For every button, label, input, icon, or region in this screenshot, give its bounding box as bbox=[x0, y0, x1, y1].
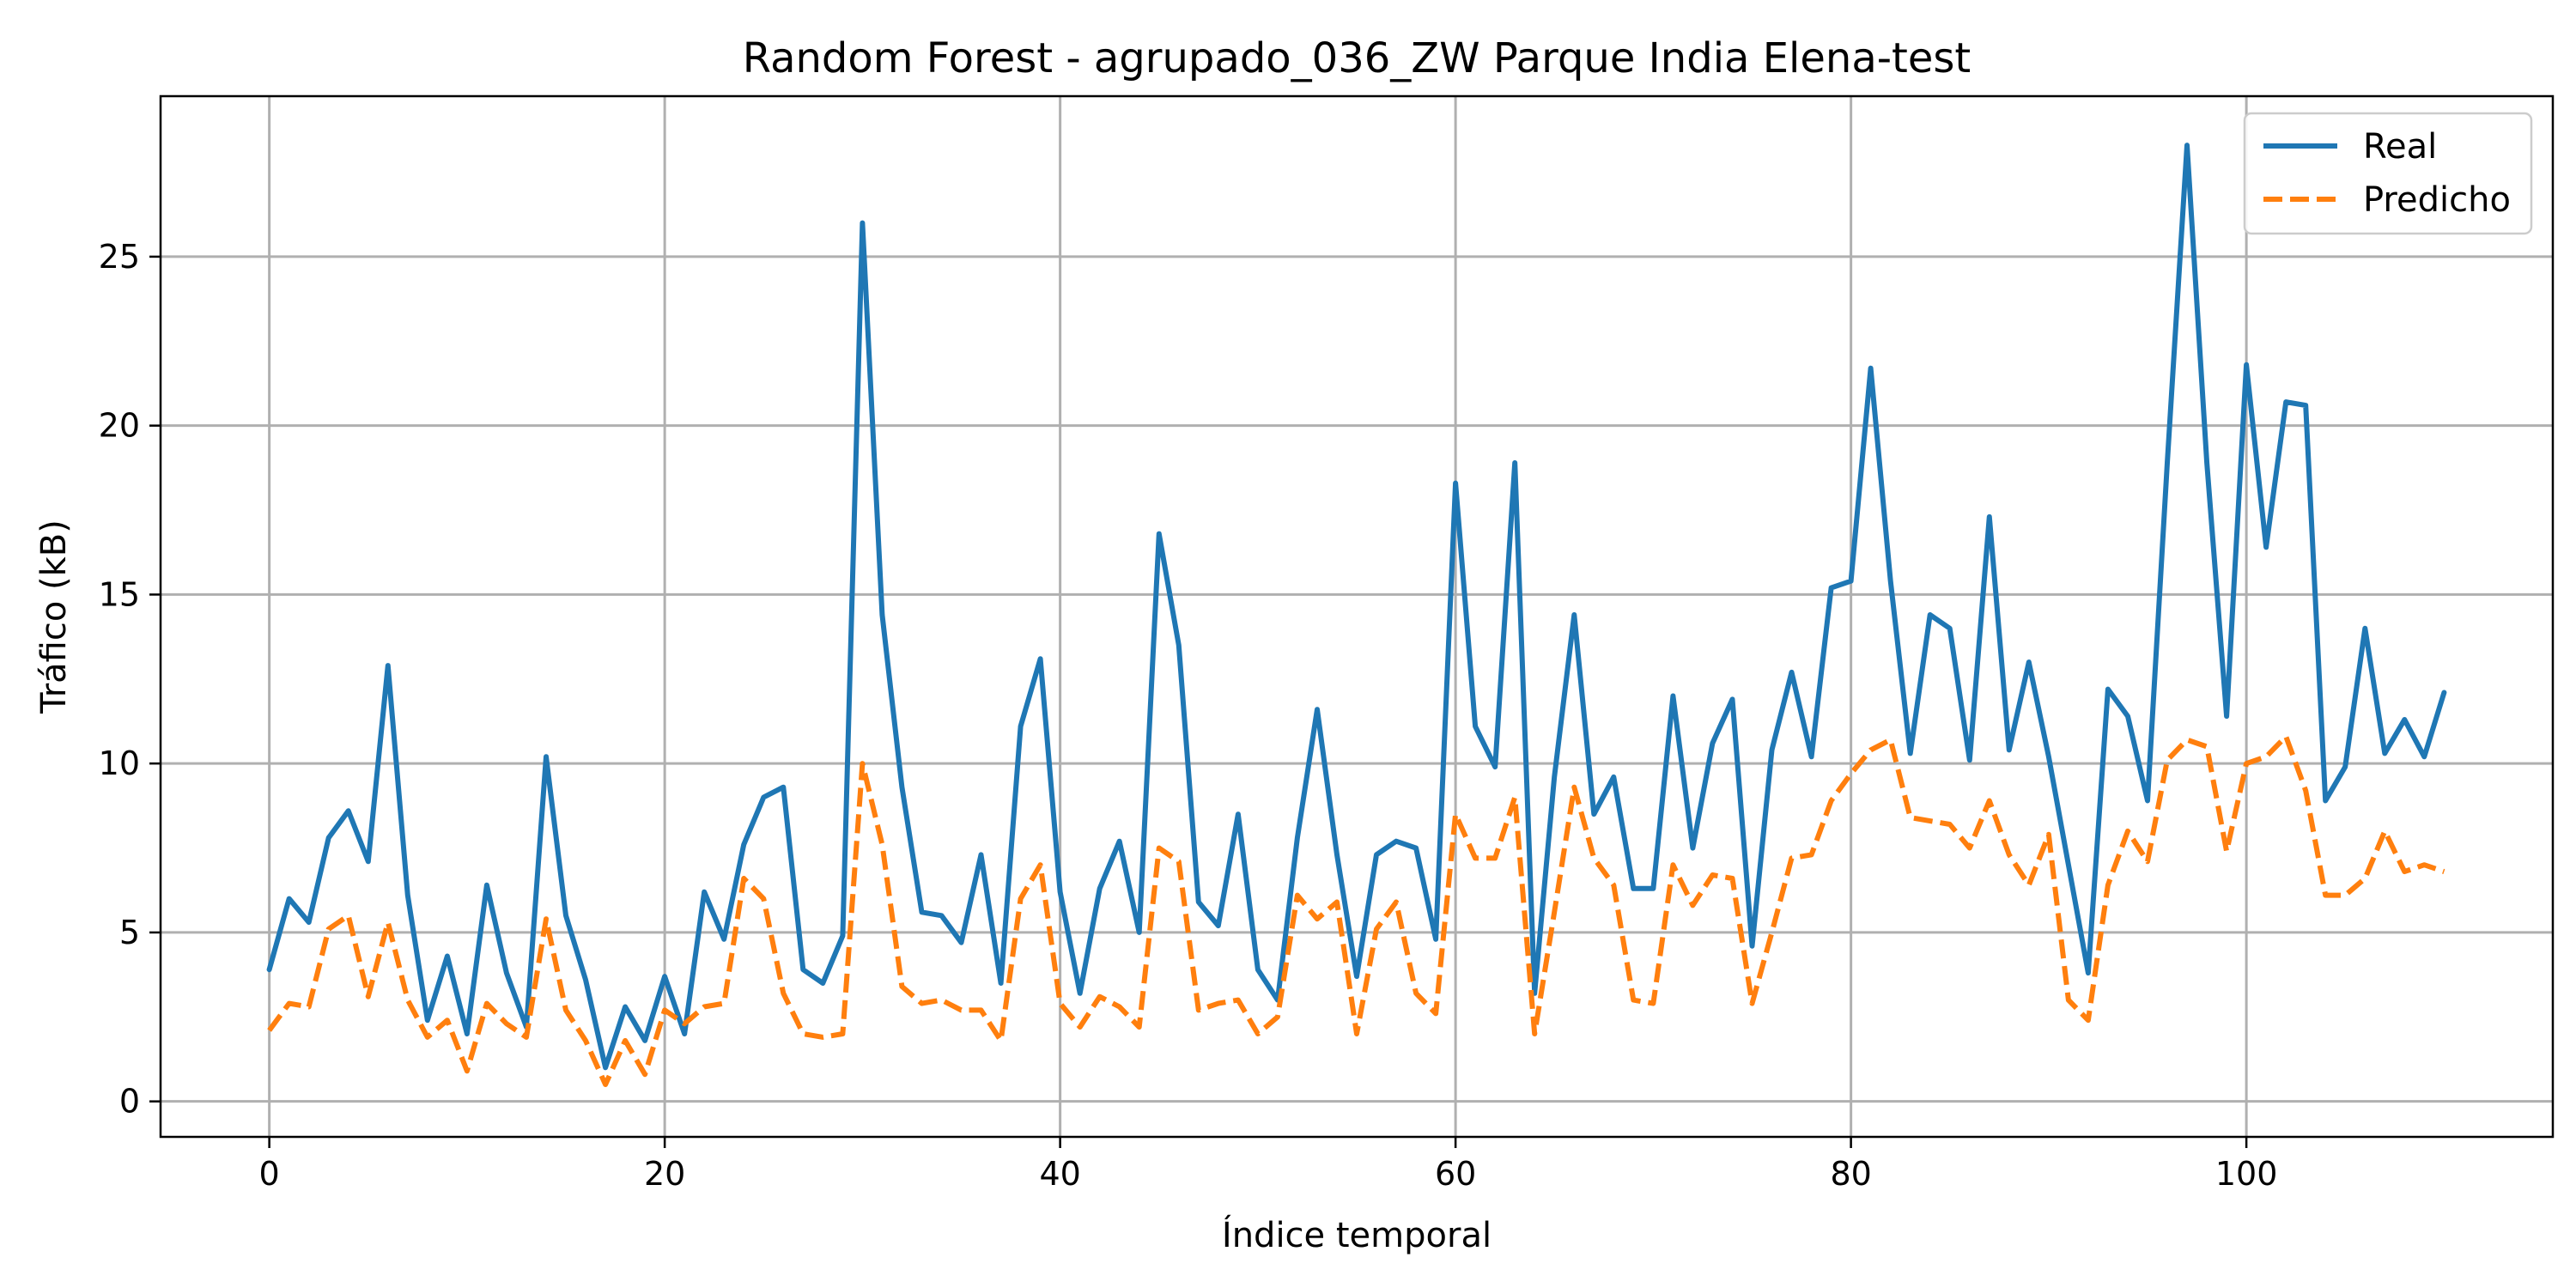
x-tick-label: 40 bbox=[1039, 1155, 1080, 1193]
chart-title: Random Forest - agrupado_036_ZW Parque I… bbox=[743, 34, 1971, 82]
x-axis-label: Índice temporal bbox=[1222, 1214, 1492, 1255]
y-axis-ticks: 0 5 10 15 20 25 bbox=[99, 238, 161, 1121]
x-tick-label: 20 bbox=[644, 1155, 685, 1193]
y-tick-label: 20 bbox=[99, 407, 140, 445]
y-tick-label: 10 bbox=[99, 744, 140, 782]
y-tick-label: 15 bbox=[99, 575, 140, 613]
y-tick-label: 5 bbox=[119, 914, 140, 951]
x-tick-label: 100 bbox=[2215, 1155, 2278, 1193]
x-tick-label: 60 bbox=[1435, 1155, 1476, 1193]
series-layer bbox=[266, 143, 2447, 1087]
grid bbox=[161, 96, 2553, 1137]
legend-label-predicho: Predicho bbox=[2363, 180, 2511, 220]
series-line-real bbox=[266, 143, 2447, 1071]
x-tick-label: 80 bbox=[1830, 1155, 1871, 1193]
legend-label-real: Real bbox=[2363, 127, 2437, 167]
x-tick-label: 0 bbox=[259, 1155, 280, 1193]
plot-frame bbox=[159, 94, 2555, 1139]
x-axis-ticks: 0 20 40 60 80 100 bbox=[259, 1137, 2278, 1193]
legend: Real Predicho bbox=[2243, 112, 2533, 235]
y-tick-label: 0 bbox=[119, 1083, 140, 1121]
series-line-predicho bbox=[267, 733, 2445, 1087]
y-tick-label: 25 bbox=[99, 238, 140, 276]
y-axis-label: Tráfico (kB) bbox=[34, 519, 74, 714]
